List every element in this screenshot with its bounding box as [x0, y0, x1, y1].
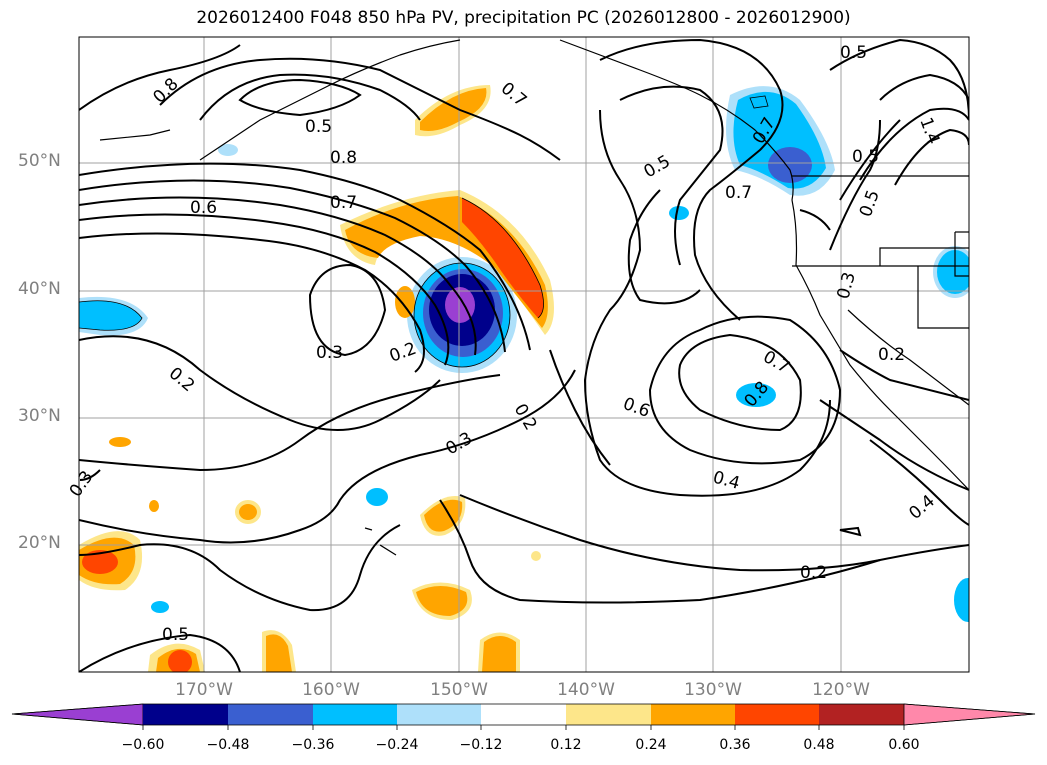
- colorbar-tick-label: −0.48: [206, 737, 250, 753]
- colorbar-tick-label: −0.36: [291, 737, 335, 753]
- colorbar-tick-label: −0.12: [459, 737, 503, 753]
- contour-label: 0.5: [840, 43, 867, 63]
- colorbar-extend-max: [903, 703, 1036, 726]
- longitude-label: 120°W: [812, 680, 870, 700]
- map-title: 2026012400 F048 850 hPa PV, precipitatio…: [196, 8, 851, 28]
- colorbar-tick-label: −0.60: [121, 737, 165, 753]
- contour-label: 0.7: [725, 183, 752, 203]
- contour-label: 0.8: [330, 148, 357, 168]
- latitude-label: 40°N: [18, 279, 61, 299]
- contour-label: 0.6: [190, 198, 217, 218]
- longitude-label: 140°W: [557, 680, 615, 700]
- colorbar-tick-label: 0.24: [635, 737, 667, 753]
- colorbar-tick-label: −0.24: [375, 737, 419, 753]
- latitude-label: 20°N: [18, 533, 61, 553]
- latitude-label: 50°N: [18, 151, 61, 171]
- contour-label: 0.3: [316, 343, 343, 363]
- longitude-label: 170°W: [175, 680, 233, 700]
- colorbar-segment: [143, 704, 228, 725]
- contour-label: 0.2: [878, 345, 905, 365]
- colorbar-segment: [228, 704, 313, 725]
- colorbar-segment: [735, 704, 819, 725]
- colorbar-extend-min: [11, 703, 144, 726]
- colorbar-segment: [313, 704, 397, 725]
- shading-outlines: [79, 95, 769, 368]
- colorbar-segment: [566, 704, 651, 725]
- map-background: [79, 37, 969, 672]
- contour-label: 0.5: [162, 625, 189, 645]
- colorbar: [11, 703, 1036, 730]
- colorbar-tick-label: 0.60: [888, 737, 920, 753]
- longitude-label: 150°W: [430, 680, 488, 700]
- colorbar-tick-label: 0.12: [550, 737, 582, 753]
- contour-label: 0.7: [330, 193, 357, 213]
- precip-shading: [79, 85, 969, 672]
- colorbar-tick-label: 0.36: [719, 737, 751, 753]
- colorbar-tick-label: 0.48: [803, 737, 835, 753]
- colorbar-segment: [481, 704, 566, 725]
- colorbar-segment: [651, 704, 735, 725]
- contour-label: 0.2: [800, 563, 827, 583]
- colorbar-segment: [819, 704, 904, 725]
- latitude-label: 30°N: [18, 406, 61, 426]
- map-frame: [78, 36, 970, 673]
- coastlines: [99, 39, 969, 556]
- longitude-label: 160°W: [302, 680, 360, 700]
- contour-label: 0.5: [852, 147, 879, 167]
- longitude-label: 130°W: [684, 680, 742, 700]
- colorbar-segment: [397, 704, 481, 725]
- contour-label: 0.5: [305, 117, 332, 137]
- pv-contours: [79, 38, 969, 672]
